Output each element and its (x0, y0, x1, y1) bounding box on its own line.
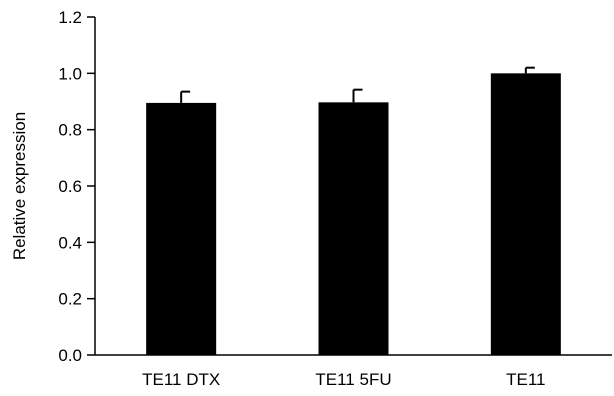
y-tick-label: 0.8 (58, 121, 82, 140)
bars (146, 73, 561, 356)
bar (318, 102, 389, 355)
y-axis-ticks: 0.0 0.2 0.4 0.6 0.8 1.0 1.2 (58, 8, 95, 365)
x-category-label: TE11 DTX (142, 370, 220, 389)
y-tick-label: 1.0 (58, 64, 82, 83)
y-tick-label: 0.4 (58, 233, 82, 252)
y-tick-label: 1.2 (58, 8, 82, 27)
y-tick-label: 0.0 (58, 346, 82, 365)
error-bars (180, 66, 535, 103)
x-category-label: TE11 5FU (315, 370, 391, 389)
y-axis-title: Relative expression (10, 112, 29, 260)
y-tick-label: 0.2 (58, 290, 82, 309)
x-axis-tick-labels: TE11 DTX TE11 5FU TE11 (142, 370, 545, 389)
x-category-label: TE11 (506, 370, 545, 389)
bar (146, 102, 217, 356)
y-tick-label: 0.6 (58, 177, 82, 196)
bar (490, 73, 561, 355)
